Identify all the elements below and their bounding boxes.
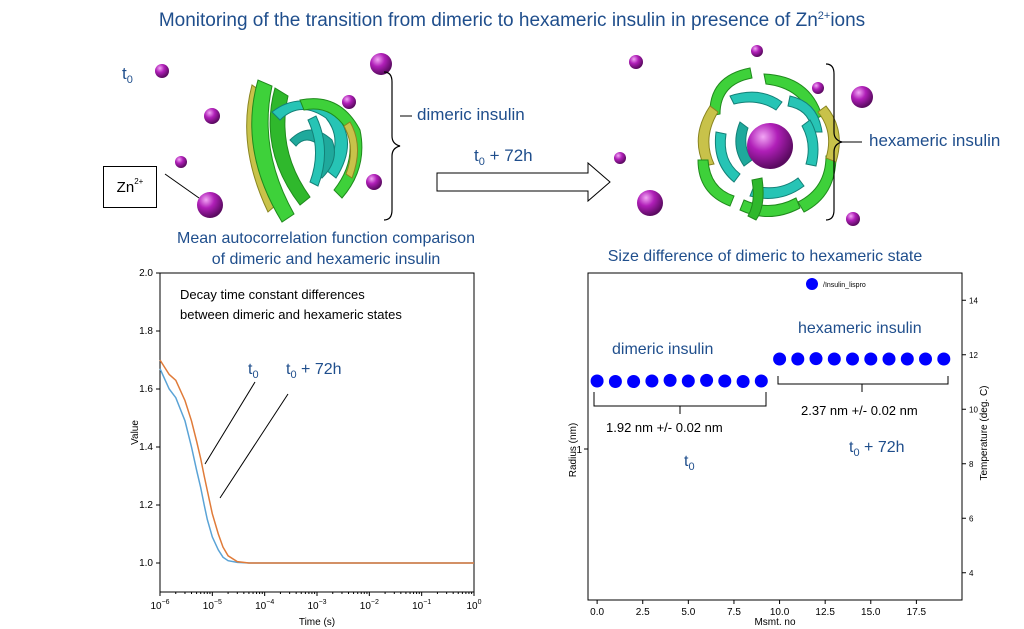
acf-x-tick-label: 10−3 bbox=[307, 599, 326, 612]
size-data-point bbox=[791, 352, 805, 366]
hexamer-time-label: t0 + 72h bbox=[849, 439, 905, 459]
acf-y-tick-label: 2.0 bbox=[139, 268, 153, 279]
size-plot-frame bbox=[587, 272, 963, 601]
title-superscript: 2+ bbox=[817, 10, 831, 22]
acf-y-tick-label: 1.2 bbox=[139, 500, 153, 511]
size-y-axis-label: Radius (nm) bbox=[568, 423, 579, 477]
size-y2-tick-label: 8 bbox=[969, 460, 974, 469]
size-data-point bbox=[809, 352, 823, 366]
zinc-ion-label: Zn 2+ bbox=[103, 166, 157, 208]
acf-t0-label: t0 bbox=[248, 361, 259, 381]
acf-y-tick-label: 1.0 bbox=[139, 558, 153, 569]
size-legend-marker bbox=[806, 278, 818, 290]
title-end: ions bbox=[830, 10, 866, 31]
size-data-point bbox=[627, 375, 641, 388]
dimer-group-label: dimeric insulin bbox=[612, 341, 713, 358]
hexamer-size-value: 2.37 nm +/- 0.02 nm bbox=[801, 403, 918, 418]
size-data-point bbox=[882, 352, 896, 366]
acf-chart-title: Mean autocorrelation function comparison… bbox=[177, 230, 475, 268]
size-x-tick-label: 7.5 bbox=[727, 607, 741, 618]
size-data-point bbox=[919, 352, 932, 366]
size-data-point bbox=[827, 352, 841, 366]
size-data-point bbox=[663, 373, 677, 387]
acf-annotation-line2: between dimeric and hexameric states bbox=[180, 307, 402, 322]
acf-x-tick-label: 10−6 bbox=[150, 599, 169, 612]
acf-t72-pointer bbox=[219, 393, 289, 499]
size-y2-tick-label: 12 bbox=[969, 351, 978, 360]
dimer-bracket-bottom bbox=[593, 392, 767, 414]
zinc-ions-left bbox=[155, 53, 392, 218]
size-x-tick-label: 10.0 bbox=[770, 607, 790, 618]
size-data-point bbox=[645, 374, 659, 388]
acf-series-t72h bbox=[159, 359, 474, 564]
size-x-tick-label: 17.5 bbox=[907, 607, 927, 618]
transition-arrow bbox=[436, 161, 611, 203]
acf-x-tick-label: 100 bbox=[466, 599, 481, 612]
dimer-bracket bbox=[383, 71, 401, 221]
size-x-axis-label: Msmt. no bbox=[754, 617, 796, 628]
t0-label: t0 bbox=[122, 64, 133, 86]
size-chart: 0.0 2.5 5.0 7.5 10.0 12.5 15.0 17.5 4 6 8 10 12 14 1… bbox=[568, 272, 990, 628]
size-data-point bbox=[900, 352, 914, 366]
size-y-tick-label: 1 bbox=[576, 445, 582, 456]
size-data-point bbox=[681, 374, 695, 388]
acf-y-tick-label: 1.4 bbox=[139, 442, 153, 453]
dimeric-insulin-structure bbox=[246, 79, 363, 223]
dimer-size-value: 1.92 nm +/- 0.02 nm bbox=[606, 420, 723, 435]
size-y2-axis-label: Temperature (deg. C) bbox=[979, 385, 990, 480]
acf-x-axis-label: Time (s) bbox=[299, 617, 335, 628]
acf-x-tick-label: 10−1 bbox=[412, 599, 431, 612]
dimer-time-label: t0 bbox=[684, 453, 695, 473]
size-y2-tick-label: 4 bbox=[969, 569, 974, 578]
acf-x-tick-label: 10−2 bbox=[360, 599, 379, 612]
hexamer-label: hexameric insulin bbox=[869, 131, 1001, 150]
size-x-tick-label: 12.5 bbox=[815, 607, 835, 618]
size-data-point bbox=[754, 374, 768, 388]
size-data-point bbox=[864, 352, 878, 366]
acf-y-tick-label: 1.8 bbox=[139, 326, 153, 337]
size-data-point bbox=[736, 375, 750, 388]
page-title: Monitoring of the transition from dimeri… bbox=[0, 10, 1024, 32]
acf-t0-pointer bbox=[204, 381, 256, 465]
size-y2-tick-label: 6 bbox=[969, 514, 974, 523]
title-main: Monitoring of the transition from dimeri… bbox=[158, 10, 818, 31]
size-data-point bbox=[773, 352, 787, 366]
zinc-ions-right bbox=[614, 45, 873, 226]
size-x-tick-label: 0.0 bbox=[590, 607, 604, 618]
hexamer-group-label: hexameric insulin bbox=[798, 320, 922, 337]
dimer-label: dimeric insulin bbox=[417, 105, 525, 124]
size-data-point bbox=[608, 375, 622, 388]
size-x-tick-label: 15.0 bbox=[861, 607, 881, 618]
acf-x-tick-label: 10−5 bbox=[203, 599, 222, 612]
acf-chart: 1.0 1.2 1.4 1.6 1.8 2.0 10−6 10−5 10−4 10−3 10−2 1… bbox=[130, 268, 482, 628]
acf-y-axis-label: Value bbox=[130, 420, 141, 445]
acf-x-tick-label: 10−4 bbox=[255, 599, 274, 612]
size-y2-tick-label: 10 bbox=[969, 405, 978, 414]
size-data-point bbox=[846, 352, 859, 366]
size-chart-title: Size difference of dimeric to hexameric … bbox=[607, 248, 923, 265]
arrow-label: t0 + 72h bbox=[474, 146, 533, 168]
size-data-point bbox=[937, 352, 951, 366]
hexamer-bracket-bottom bbox=[777, 376, 949, 392]
size-data-point bbox=[700, 373, 714, 387]
size-y2-tick-label: 14 bbox=[969, 296, 978, 305]
acf-t72-label: t0 + 72h bbox=[286, 361, 342, 381]
zn-pointer-line bbox=[164, 173, 200, 199]
acf-annotation-line1: Decay time constant differences bbox=[180, 287, 365, 302]
acf-y-tick-label: 1.6 bbox=[139, 384, 153, 395]
size-legend-label: /Insulin_lispro bbox=[823, 282, 866, 289]
size-data-point bbox=[718, 374, 732, 388]
acf-series-t0 bbox=[159, 368, 474, 564]
size-x-tick-label: 2.5 bbox=[636, 607, 650, 618]
size-data-point bbox=[590, 374, 604, 388]
size-x-tick-label: 5.0 bbox=[681, 607, 695, 618]
